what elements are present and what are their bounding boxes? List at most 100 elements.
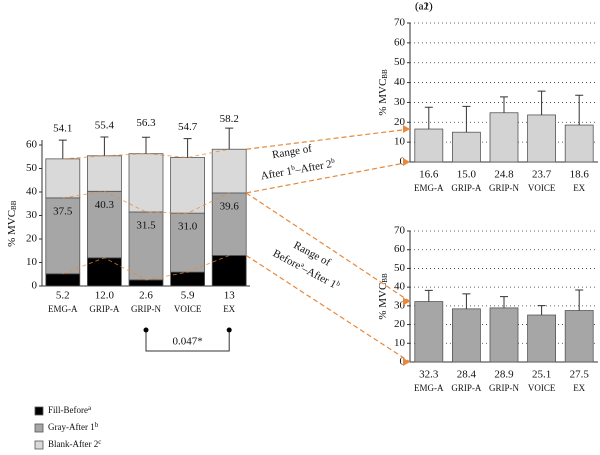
bar-segment xyxy=(128,153,164,213)
x-tick-label: VOICE xyxy=(528,383,556,393)
bar xyxy=(451,131,481,163)
x-tick-label: EX xyxy=(573,183,585,193)
stack-label: 54.1 xyxy=(53,122,72,134)
text-part: Gray-After 1 xyxy=(48,422,95,432)
x-tick-label: GRIP-A xyxy=(89,304,120,314)
connector xyxy=(245,192,411,303)
bar xyxy=(489,307,519,363)
x-tick-label: GRIP-N xyxy=(489,383,520,393)
bar xyxy=(564,124,594,163)
error-bar xyxy=(537,90,546,115)
text-part: –After 2 xyxy=(293,158,332,176)
value-label: 2.6 xyxy=(139,290,153,302)
bracket-dot xyxy=(143,327,149,333)
y-axis-label: % MVCBB xyxy=(377,273,389,320)
error-bar xyxy=(462,293,471,309)
arrow-head xyxy=(403,358,410,366)
error-bar xyxy=(424,289,433,302)
x-tick-label: GRIP-N xyxy=(489,183,520,193)
y-tick-label: 60 xyxy=(394,243,406,255)
bar-segment xyxy=(170,157,206,214)
bar xyxy=(527,314,556,363)
y-tick-label: 40 xyxy=(26,186,38,198)
bar-segment xyxy=(211,255,247,287)
arrow-head xyxy=(403,125,410,134)
value-label: 13 xyxy=(224,290,236,302)
y-tick-label: 60 xyxy=(26,139,38,151)
arrow-head xyxy=(403,158,410,166)
significance-bracket xyxy=(145,330,230,352)
error-bar xyxy=(575,289,584,311)
script: c xyxy=(98,438,101,446)
bar-segment xyxy=(45,273,81,287)
y-tick-label: 50 xyxy=(394,262,406,274)
script: a xyxy=(88,404,92,412)
bar xyxy=(564,310,594,363)
x-tick-label: EMG-A xyxy=(414,383,444,393)
bar xyxy=(527,114,556,163)
text-part: % MVC xyxy=(6,210,18,247)
text-part: % MVC xyxy=(377,283,389,320)
level-line xyxy=(62,190,230,214)
error-bar xyxy=(575,94,584,126)
script: b xyxy=(335,279,342,288)
bar-segment xyxy=(45,158,81,199)
value-label: 5.9 xyxy=(181,290,195,302)
y-tick-label: 40 xyxy=(394,76,406,88)
y-tick-label: 70 xyxy=(394,17,406,29)
script: b xyxy=(330,156,335,165)
y-tick-label: 30 xyxy=(26,209,38,221)
value-label: 12.0 xyxy=(95,290,115,302)
value-label: 18.6 xyxy=(570,169,590,181)
arrow-head xyxy=(403,297,410,306)
y-tick-label: 20 xyxy=(26,233,38,245)
value-label: 25.1 xyxy=(532,369,551,381)
y-tick-label: 60 xyxy=(394,36,406,48)
y-axis-label: % MVCBB xyxy=(377,69,389,116)
y-tick-label: 20 xyxy=(394,116,406,128)
bar-segment xyxy=(87,190,122,259)
connector xyxy=(246,128,411,150)
error-bar xyxy=(424,106,433,130)
error-bar xyxy=(537,305,546,316)
error-bar xyxy=(500,296,508,308)
x-tick-label: GRIP-A xyxy=(451,183,482,193)
stack-label: 58.2 xyxy=(220,113,239,125)
x-tick-label: EMG-A xyxy=(48,304,78,314)
script: BB xyxy=(381,69,389,79)
value-label: 23.7 xyxy=(532,169,552,181)
bar-segment xyxy=(211,148,247,194)
text-part: Blank-After 2 xyxy=(48,439,98,449)
x-tick-label: EX xyxy=(223,304,235,314)
script: b xyxy=(291,163,296,172)
bar-segment xyxy=(87,155,122,192)
annotation: Range of xyxy=(271,142,313,161)
error-bar xyxy=(225,127,234,150)
value-label: 5.2 xyxy=(56,290,70,302)
y-tick-label: 10 xyxy=(26,256,38,268)
value-label: 28.4 xyxy=(457,369,477,381)
x-tick-label: GRIP-A xyxy=(451,383,482,393)
x-tick-label: EMG-A xyxy=(414,183,444,193)
bar xyxy=(414,301,444,363)
panel-title: (a1) xyxy=(415,1,433,13)
error-bar xyxy=(500,96,508,113)
bar-segment xyxy=(87,257,122,287)
y-tick-label: 10 xyxy=(394,136,406,148)
bar xyxy=(451,308,481,363)
stack-label: 31.5 xyxy=(136,220,156,232)
script: BB xyxy=(381,273,389,283)
bar xyxy=(489,112,519,163)
bar-segment xyxy=(128,279,164,287)
legend-label: Fill-Beforea xyxy=(48,404,92,415)
text-part: Range of xyxy=(271,142,313,161)
y-tick-label: 0 xyxy=(400,156,406,168)
legend-label: Blank-After 2c xyxy=(48,438,101,449)
error-bar xyxy=(100,136,109,156)
bracket-dot xyxy=(226,327,232,333)
value-label: 15.0 xyxy=(457,169,477,181)
error-bar xyxy=(183,138,192,158)
y-axis-label: % MVCBB xyxy=(6,200,18,247)
bar-segment xyxy=(45,197,81,275)
